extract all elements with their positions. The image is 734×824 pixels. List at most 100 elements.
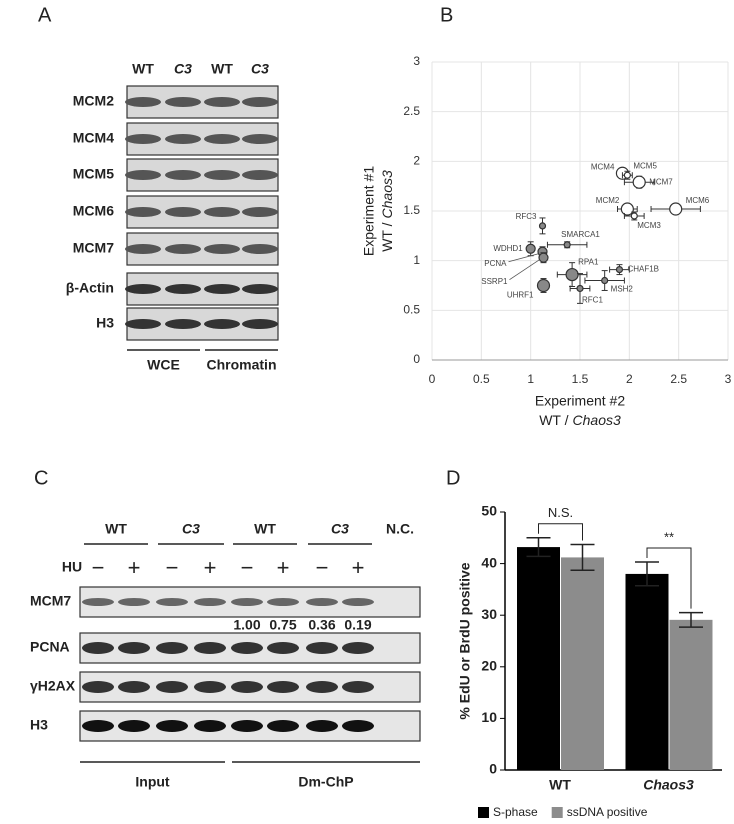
blot-band xyxy=(242,170,278,180)
x-tick-label: 3 xyxy=(725,372,732,386)
point xyxy=(623,171,631,179)
x-tick-label: 2.5 xyxy=(670,372,687,386)
row-label: MCM4 xyxy=(73,130,114,146)
legend-swatch xyxy=(478,807,489,818)
y-tick-label: 50 xyxy=(481,503,497,519)
treatment-mark: − xyxy=(92,555,105,580)
blot-band xyxy=(204,207,240,217)
y-axis-label: Experiment #1 xyxy=(361,166,377,256)
point xyxy=(538,252,549,263)
label-arrow xyxy=(509,259,540,281)
label-part: WT / xyxy=(379,222,395,251)
treatment-mark: − xyxy=(316,555,329,580)
blot-band xyxy=(204,319,240,329)
legend-label: S-phase xyxy=(493,805,538,819)
point xyxy=(525,243,536,254)
lane-group-label: WT xyxy=(105,521,127,537)
blot-band xyxy=(204,134,240,144)
point-label: RFC1 xyxy=(582,296,603,305)
blot-band xyxy=(165,284,201,294)
lane-group-label: C3 xyxy=(331,521,349,537)
quantification: 0.75 xyxy=(269,617,296,633)
point xyxy=(632,175,646,189)
lane-label: WT xyxy=(132,61,154,77)
significance-bracket xyxy=(538,523,583,541)
treatment-mark: + xyxy=(128,555,141,580)
point xyxy=(669,202,683,216)
y-tick-label: 2.5 xyxy=(403,104,420,118)
bar xyxy=(561,557,604,770)
blot-band xyxy=(231,681,263,693)
blot-band xyxy=(306,720,338,732)
point xyxy=(576,284,584,293)
blot-band xyxy=(118,598,150,606)
treatment-mark: + xyxy=(204,555,217,580)
point-label: WDHD1 xyxy=(493,244,523,253)
y-tick-label: 20 xyxy=(481,658,497,674)
treatment-mark: + xyxy=(277,555,290,580)
blot-band xyxy=(194,681,226,693)
x-axis-label: Experiment #2 xyxy=(535,393,625,409)
blot-band xyxy=(194,720,226,732)
blot-band xyxy=(165,207,201,217)
blot-band xyxy=(82,720,114,732)
y-tick-label: 0 xyxy=(413,352,420,366)
x-axis-label: WT / Chaos3 xyxy=(539,412,621,428)
blot-band xyxy=(118,720,150,732)
point-label: MCM2 xyxy=(596,196,620,205)
panel-label: A xyxy=(38,4,52,26)
panel-label: D xyxy=(446,467,460,489)
point-label: MSH2 xyxy=(611,285,634,294)
group-label: Input xyxy=(135,774,170,790)
x-tick-label: 0.5 xyxy=(473,372,490,386)
group-label: Chromatin xyxy=(207,357,277,373)
blot-band xyxy=(231,642,263,654)
blot-band xyxy=(204,284,240,294)
treatment-mark: − xyxy=(241,555,254,580)
lane-group-label: WT xyxy=(254,521,276,537)
treatment-mark: − xyxy=(166,555,179,580)
lane-group-label: N.C. xyxy=(386,521,414,537)
blot-band xyxy=(306,598,338,606)
y-axis-label: % EdU or BrdU positive xyxy=(457,562,473,719)
blot-band xyxy=(118,642,150,654)
y-tick-label: 1.5 xyxy=(403,203,420,217)
blot-band xyxy=(82,681,114,693)
y-tick-label: 0 xyxy=(489,761,497,777)
group-label: Dm-ChP xyxy=(298,774,353,790)
blot-band xyxy=(165,319,201,329)
blot-band xyxy=(267,720,299,732)
row-label: MCM7 xyxy=(73,240,114,256)
row-label: MCM5 xyxy=(73,166,114,182)
blot-band xyxy=(125,170,161,180)
legend-label: ssDNA positive xyxy=(567,805,648,819)
point xyxy=(615,266,624,274)
point xyxy=(563,241,571,249)
bar xyxy=(669,619,713,770)
blot-band xyxy=(118,681,150,693)
point xyxy=(538,222,547,230)
lane-label: WT xyxy=(211,61,233,77)
blot-band xyxy=(242,207,278,217)
blot-band xyxy=(306,642,338,654)
quantification: 0.19 xyxy=(344,617,371,633)
blot-band xyxy=(231,598,263,606)
blot-band xyxy=(165,134,201,144)
y-tick-label: 1 xyxy=(413,253,420,267)
blot-band xyxy=(165,97,201,107)
blot-band xyxy=(231,720,263,732)
y-tick-label: 10 xyxy=(481,709,497,725)
y-tick-label: 3 xyxy=(413,54,420,68)
x-tick-label: 2 xyxy=(626,372,633,386)
blot-band xyxy=(306,681,338,693)
blot-band xyxy=(242,244,278,254)
point-label: MCM6 xyxy=(686,196,710,205)
point-label: MCM4 xyxy=(591,162,615,171)
treatment-mark: + xyxy=(352,555,365,580)
row-label: H3 xyxy=(30,717,48,733)
point-label: MCM7 xyxy=(649,177,673,186)
blot-band xyxy=(156,598,188,606)
blot-band xyxy=(342,642,374,654)
blot-band xyxy=(82,642,114,654)
blot-band xyxy=(342,598,374,606)
